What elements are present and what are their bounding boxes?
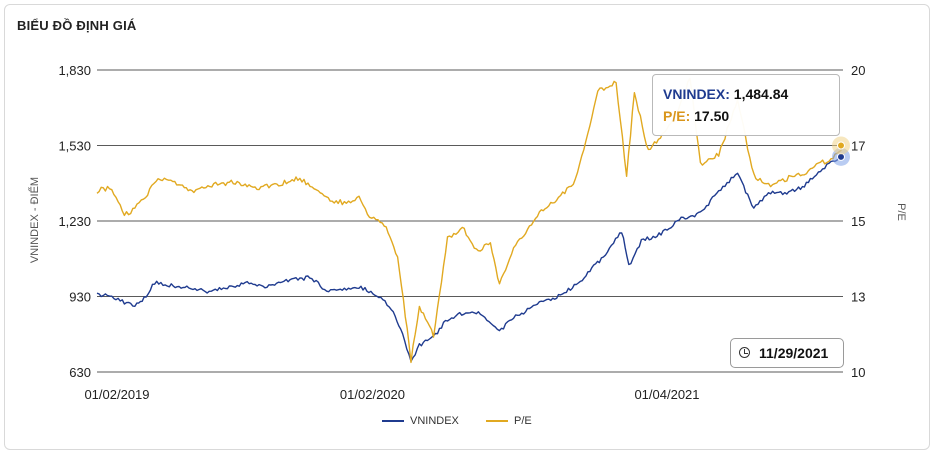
legend-swatch-pe: [486, 420, 508, 423]
tooltip-vnindex-label: VNINDEX:: [663, 86, 730, 102]
tooltip-vnindex-value: 1,484.84: [733, 86, 789, 102]
selected-date: 11/29/2021: [759, 345, 829, 361]
series-line-vnindex: [96, 154, 844, 362]
date-picker[interactable]: 11/29/2021: [730, 338, 844, 368]
right-axis: 20 17 15 13 10: [851, 63, 865, 380]
tooltip-vnindex: VNINDEX: 1,484.84: [663, 83, 829, 105]
series-line-pe: [96, 77, 844, 364]
legend-label-pe: P/E: [514, 415, 532, 427]
y-left-tick-label: 930: [69, 290, 91, 305]
tooltip-pe: P/E: 17.50: [663, 105, 829, 127]
y-left-tick-label: 1,530: [58, 139, 91, 154]
legend-label-vnindex: VNINDEX: [410, 415, 459, 427]
tooltip-pe-value: 17.50: [694, 108, 730, 124]
y-axis-right-title: P/E: [895, 203, 907, 221]
y-left-tick-label: 630: [69, 365, 91, 380]
y-right-tick-label: 13: [851, 290, 865, 305]
y-right-tick-label: 15: [851, 214, 865, 229]
y-left-tick-label: 1,230: [58, 214, 91, 229]
legend-item-pe[interactable]: P/E: [486, 414, 532, 428]
hover-point: [837, 141, 845, 150]
hover-marker: [832, 136, 850, 166]
y-axis-left-title: VNINDEX - ĐIỂM: [28, 177, 41, 263]
y-right-tick-label: 20: [851, 63, 865, 78]
x-axis: 01/02/2019 01/02/2020 01/04/2021: [84, 387, 699, 402]
y-right-tick-label: 10: [851, 365, 865, 380]
y-left-tick-label: 1,830: [58, 63, 91, 78]
tooltip-pe-label: P/E:: [663, 108, 691, 124]
x-tick-label: 01/02/2020: [340, 387, 405, 402]
legend-item-vnindex[interactable]: VNINDEX: [382, 414, 459, 428]
y-right-tick-label: 17: [851, 139, 865, 154]
tooltip: VNINDEX: 1,484.84 P/E: 17.50: [652, 74, 840, 136]
series-lines: [96, 77, 844, 364]
x-tick-label: 01/04/2021: [634, 387, 699, 402]
x-tick-label: 01/02/2019: [84, 387, 149, 402]
chart-title: BIỂU ĐỒ ĐỊNH GIÁ: [17, 18, 137, 33]
clock-icon: [739, 347, 750, 358]
legend-swatch-vnindex: [382, 420, 404, 423]
gridlines: [97, 69, 843, 373]
left-axis: 1,830 1,530 1,230 930 630: [58, 63, 91, 380]
